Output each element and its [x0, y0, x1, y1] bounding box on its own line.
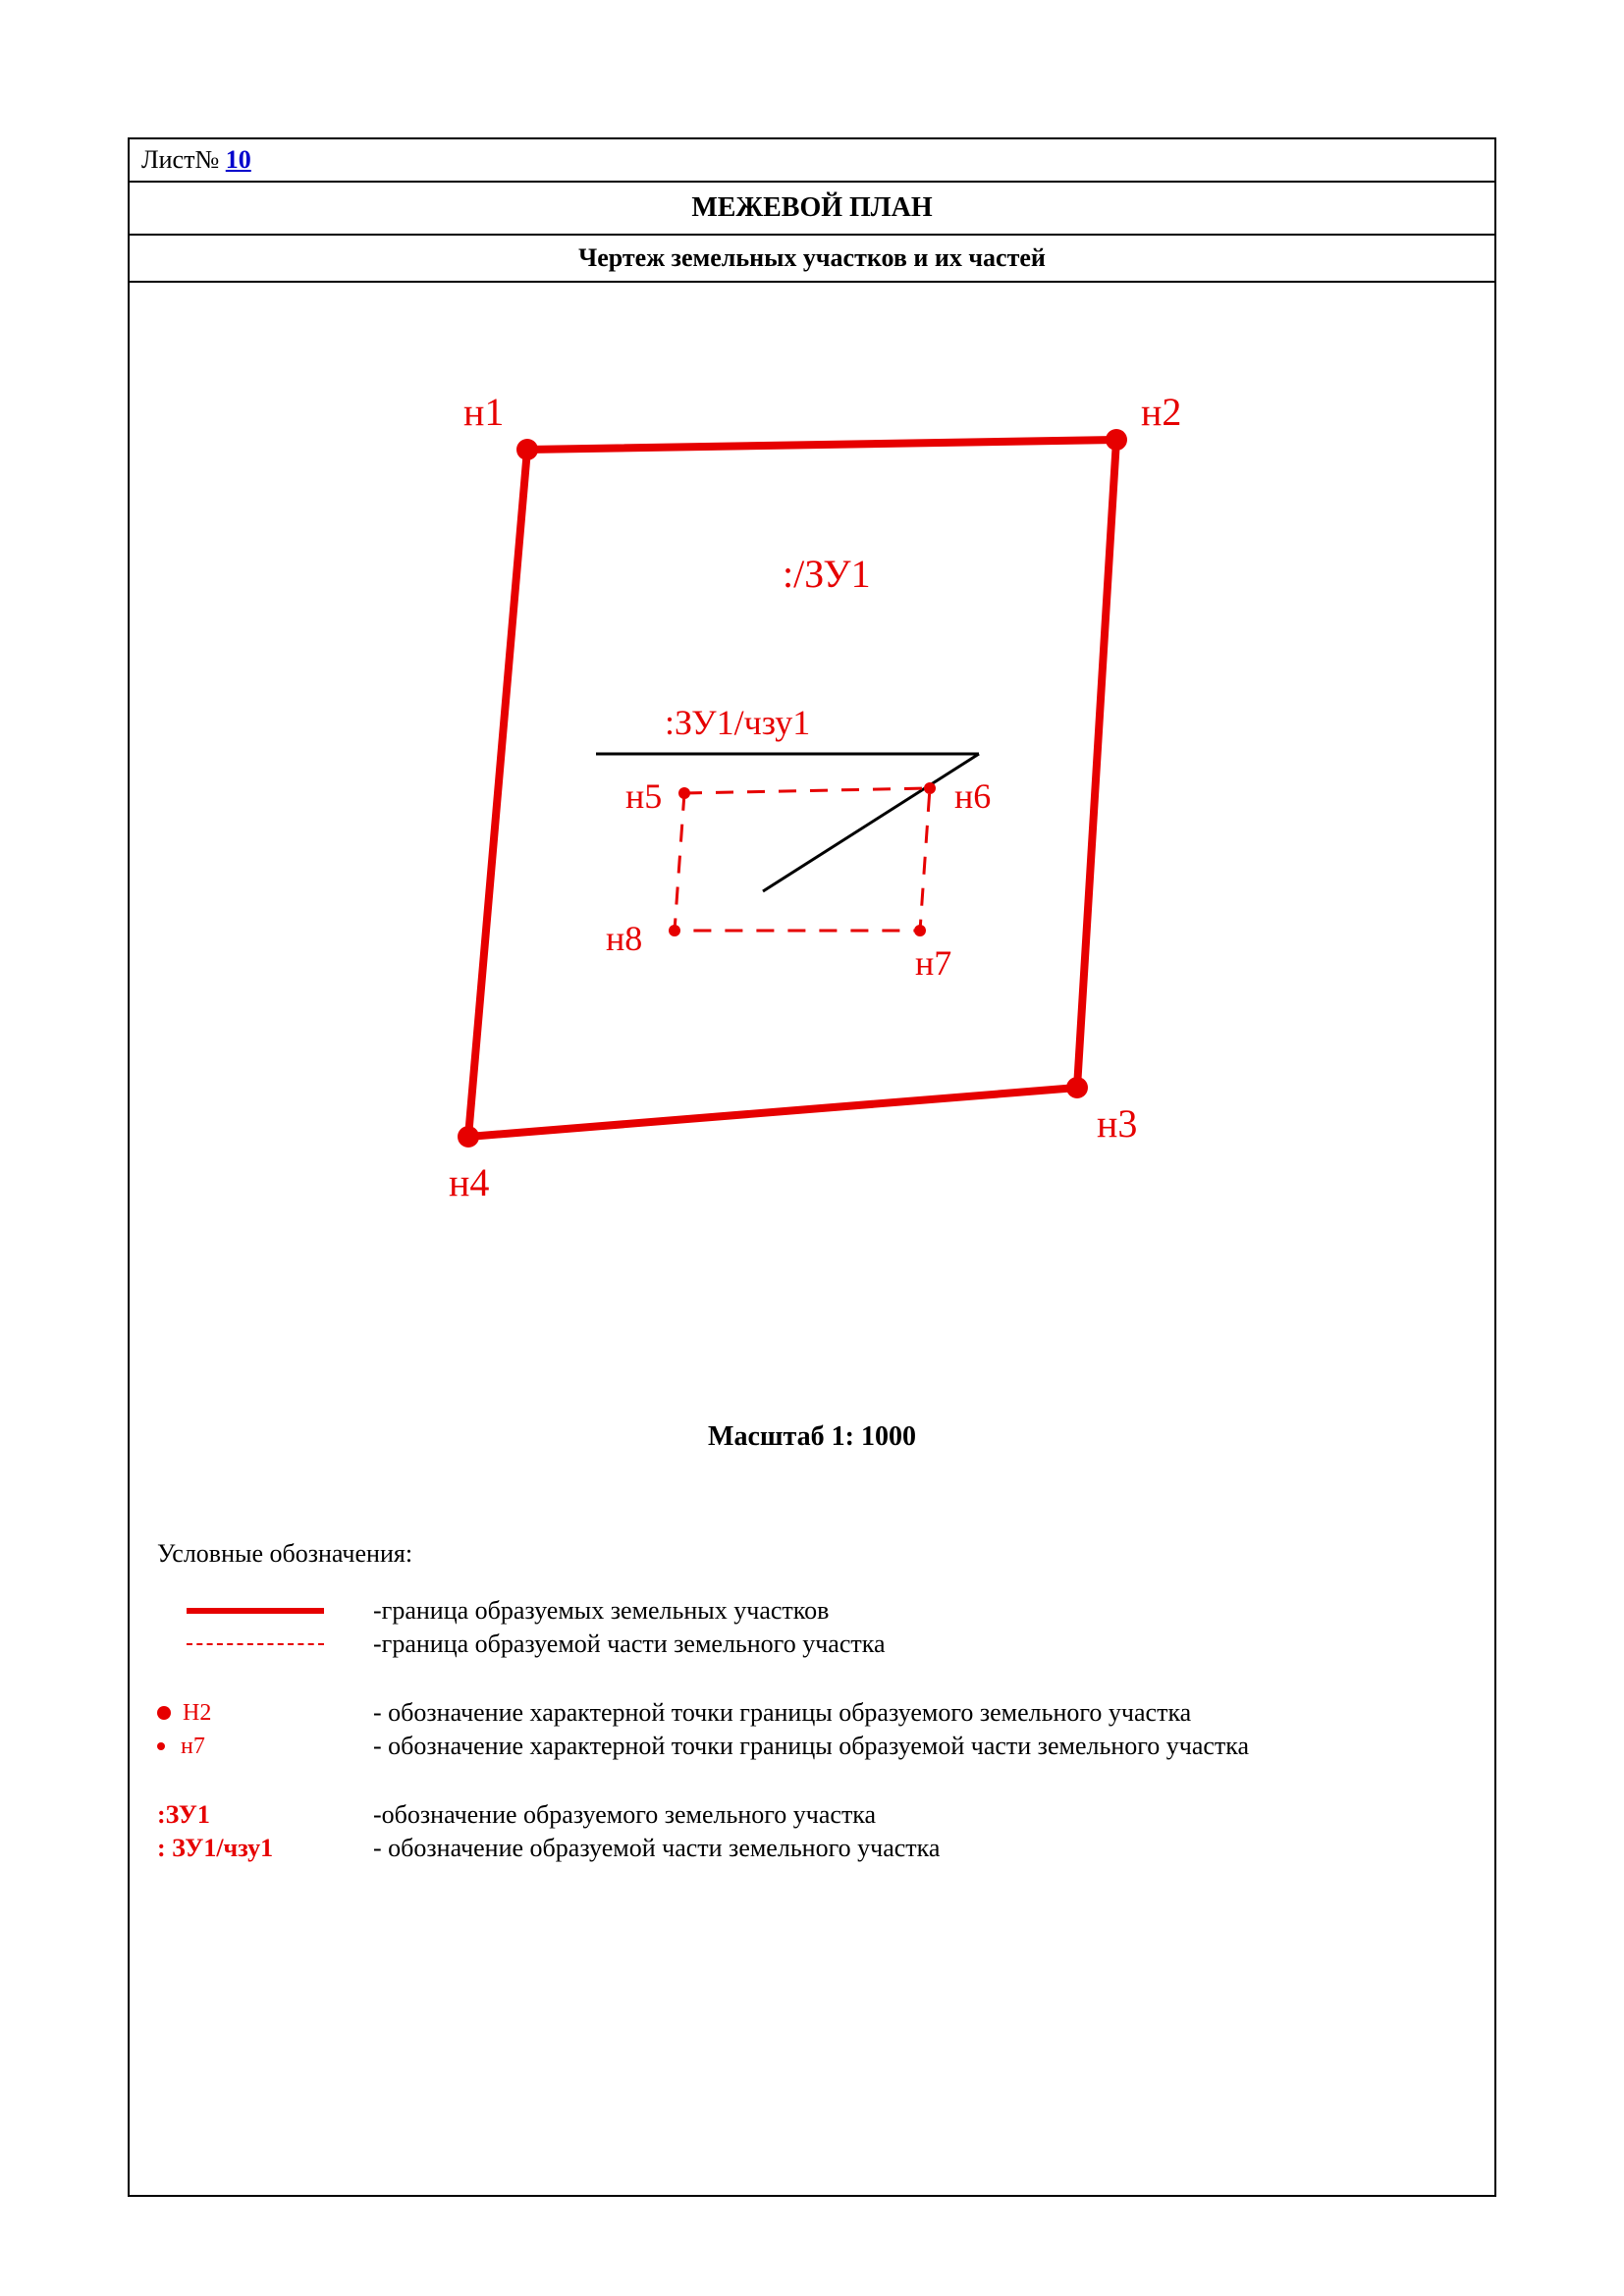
inner-point-label: н7	[915, 943, 951, 983]
inner-point-label: н5	[625, 776, 662, 816]
sheet-prefix: Лист№	[141, 145, 226, 174]
inner-point	[914, 925, 926, 936]
outer-boundary	[468, 440, 1116, 1137]
legend-symbol-code: :ЗУ1	[157, 1800, 373, 1830]
legend-row-point-inner: н7 - обозначение характерной точки грани…	[157, 1732, 1467, 1761]
outer-point-label: н4	[449, 1160, 489, 1204]
outer-point	[458, 1126, 479, 1148]
legend-text: - обозначение образуемой части земельног…	[373, 1834, 1467, 1863]
drawing-section: н1 н2 н3 н4 :ЗУ1/чзу1н5 н6 н7 н8 :/ЗУ1 Масштаб 1…	[128, 283, 1496, 2197]
sheet-number-row: Лист№ 10	[128, 137, 1496, 183]
inner-point	[924, 782, 936, 794]
outer-point-label: н1	[463, 390, 504, 434]
outer-point	[1106, 429, 1127, 451]
part-label: :ЗУ1/чзу1	[665, 703, 810, 742]
legend-code: н7	[181, 1734, 205, 1760]
inner-point	[678, 787, 690, 799]
legend-code: :ЗУ1	[157, 1800, 210, 1830]
legend-title: Условные обозначения:	[157, 1539, 1467, 1569]
legend-text: -граница образуемой части земельного уча…	[373, 1629, 1467, 1659]
outer-point-label: н2	[1141, 390, 1181, 434]
legend-symbol-small-dot: н7	[157, 1734, 373, 1760]
scale-label: Масштаб 1: 1000	[130, 1421, 1494, 1453]
legend-symbol-dashed-line	[157, 1643, 373, 1645]
legend-row-code-parcel: :ЗУ1 -обозначение образуемого земельного…	[157, 1800, 1467, 1830]
legend-code: : ЗУ1/чзу1	[157, 1834, 273, 1863]
doc-subtitle: Чертеж земельных участков и их частей	[128, 236, 1496, 283]
page: Лист№ 10 МЕЖЕВОЙ ПЛАН Чертеж земельных у…	[0, 0, 1624, 2296]
legend-text: - обозначение характерной точки границы …	[373, 1732, 1467, 1761]
legend-symbol-big-dot: Н2	[157, 1700, 373, 1727]
legend-symbol-solid-line	[157, 1608, 373, 1614]
outer-point	[516, 439, 538, 460]
legend-symbol-code: : ЗУ1/чзу1	[157, 1834, 373, 1863]
sheet-number-link[interactable]: 10	[226, 145, 251, 174]
inner-point-label: н8	[606, 919, 642, 958]
inner-point-label: н6	[954, 776, 991, 816]
outer-point	[1066, 1077, 1088, 1098]
cadastral-drawing: н1 н2 н3 н4 :ЗУ1/чзу1н5 н6 н7 н8 :/ЗУ1	[370, 322, 1254, 1304]
legend-text: - обозначение характерной точки границы …	[373, 1698, 1467, 1728]
legend-code: Н2	[183, 1700, 211, 1727]
legend-text: -граница образуемых земельных участков	[373, 1596, 1467, 1626]
legend-row-solid: -граница образуемых земельных участков	[157, 1596, 1467, 1626]
legend-row-code-part: : ЗУ1/чзу1 - обозначение образуемой част…	[157, 1834, 1467, 1863]
inner-point	[669, 925, 680, 936]
legend-row-dashed: -граница образуемой части земельного уча…	[157, 1629, 1467, 1659]
legend-text: -обозначение образуемого земельного учас…	[373, 1800, 1467, 1830]
legend: Условные обозначения: -граница образуемы…	[157, 1539, 1467, 1867]
legend-row-point-outer: Н2 - обозначение характерной точки грани…	[157, 1698, 1467, 1728]
doc-title: МЕЖЕВОЙ ПЛАН	[128, 183, 1496, 236]
outer-point-label: н3	[1097, 1101, 1137, 1146]
parcel-label: :/ЗУ1	[783, 552, 871, 596]
black-guide-line	[763, 754, 979, 891]
drawing-container: н1 н2 н3 н4 :ЗУ1/чзу1н5 н6 н7 н8 :/ЗУ1	[130, 322, 1494, 1343]
